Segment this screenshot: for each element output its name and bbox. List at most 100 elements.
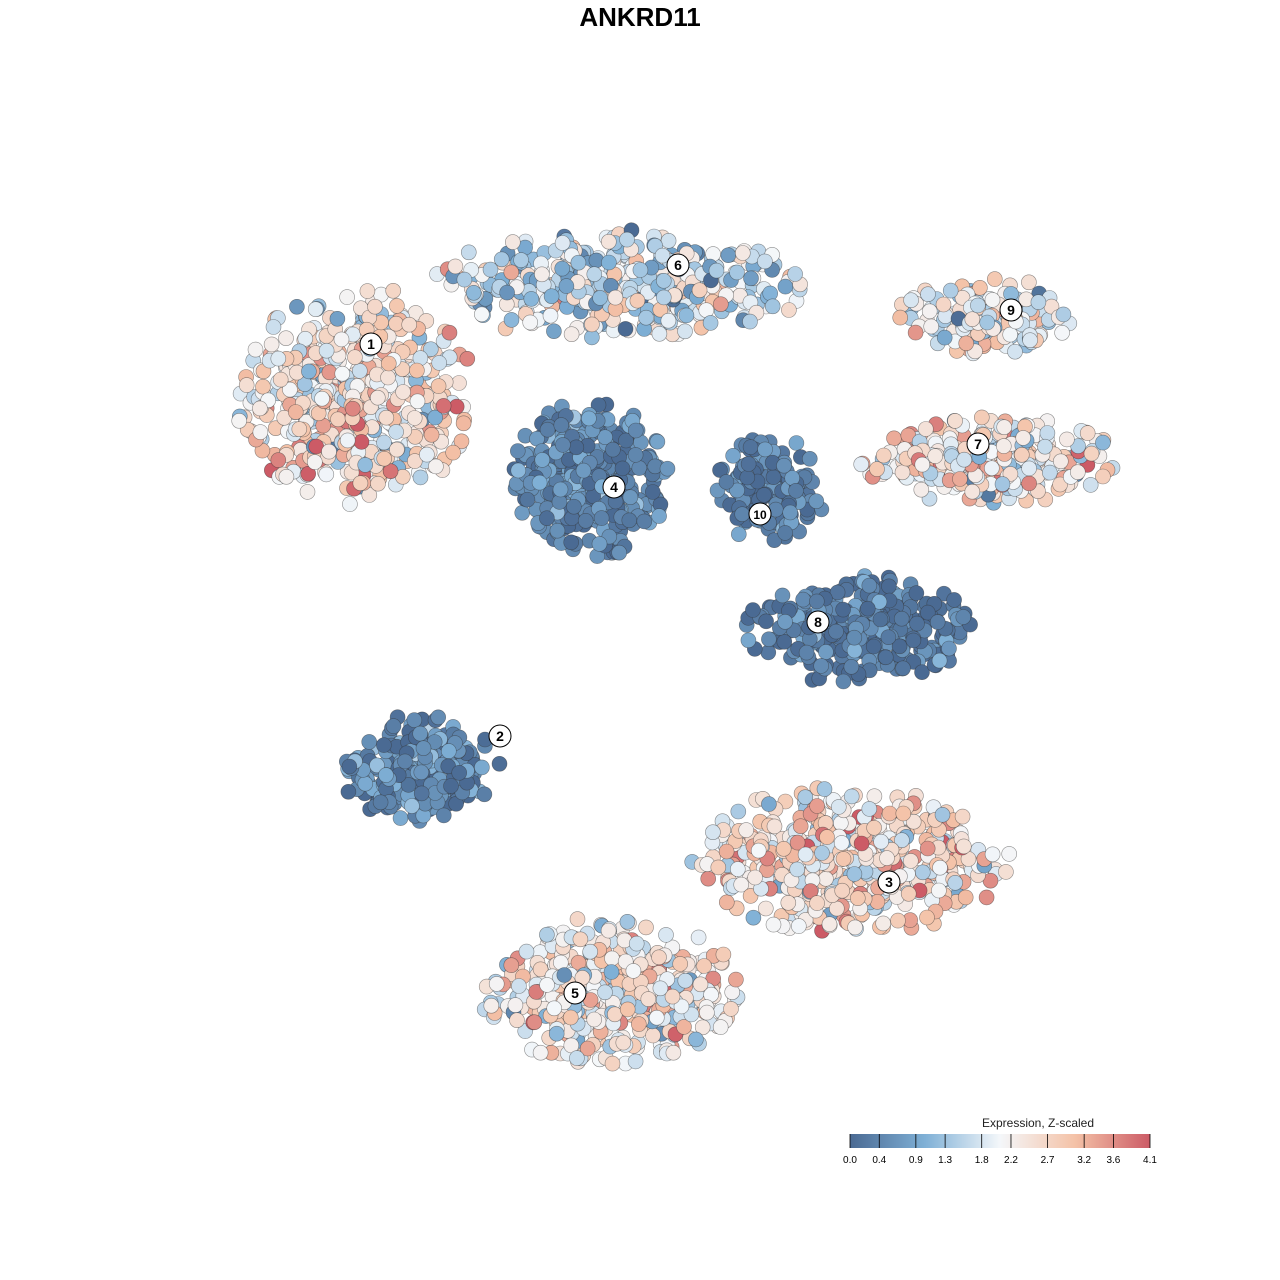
scatter-point <box>619 1001 636 1018</box>
scatter-point <box>660 233 677 249</box>
scatter-point <box>750 842 767 859</box>
scatter-point <box>1037 438 1053 455</box>
scatter-point <box>344 400 361 417</box>
scatter-point <box>440 743 457 759</box>
scatter-point <box>611 544 628 561</box>
scatter-point <box>539 977 555 993</box>
scatter-point <box>314 390 330 407</box>
scatter-point <box>923 318 940 335</box>
scatter-point <box>627 447 644 463</box>
scatter-point <box>306 454 323 470</box>
chart-title: ANKRD11 <box>579 2 701 32</box>
scatter-point <box>861 577 878 594</box>
scatter-point <box>318 466 335 483</box>
scatter-point <box>412 469 429 486</box>
scatter-point <box>347 349 363 366</box>
scatter-point <box>774 587 791 604</box>
scatter-point <box>869 894 886 910</box>
scatter-point <box>359 283 376 299</box>
legend-title: Expression, Z-scaled <box>981 1116 1095 1130</box>
scatter-point <box>531 474 548 491</box>
scatter-point <box>1042 464 1058 481</box>
scatter-point <box>372 794 389 811</box>
cluster-label: 4 <box>610 479 618 495</box>
scatter-point <box>798 644 815 661</box>
scatter-point <box>581 410 597 427</box>
scatter-point <box>636 513 653 530</box>
scatter-point <box>441 324 458 341</box>
scatter-point <box>413 785 430 802</box>
scatter-point <box>690 929 707 946</box>
scatter-point <box>491 755 508 772</box>
scatter-point <box>451 764 468 781</box>
scatter-point <box>775 840 792 857</box>
scatter-point <box>376 737 392 753</box>
scatter-point <box>597 429 613 446</box>
scatter-point <box>872 611 889 628</box>
scatter-point <box>740 456 757 472</box>
scatter-point <box>389 441 405 458</box>
cluster-label: 5 <box>571 985 579 1001</box>
scatter-point <box>869 461 885 477</box>
scatter-point <box>979 314 996 331</box>
scatter-point <box>584 316 600 333</box>
scatter-point <box>566 498 582 515</box>
scatter-point <box>920 286 936 303</box>
scatter-point <box>526 1014 543 1031</box>
scatter-point <box>553 417 570 433</box>
scatter-point <box>510 462 527 479</box>
scatter-point <box>780 894 797 911</box>
scatter-point <box>745 602 761 618</box>
scatter-point <box>619 913 636 930</box>
scatter-point <box>476 786 493 803</box>
scatter-point <box>984 292 1001 308</box>
scatter-point <box>380 355 397 372</box>
scatter-point <box>742 313 758 330</box>
scatter-point <box>493 251 510 268</box>
scatter-point <box>539 926 555 943</box>
scatter-point <box>832 815 849 831</box>
scatter-point <box>397 753 413 770</box>
scatter-point <box>357 775 374 792</box>
scatter-point <box>548 1025 565 1042</box>
scatter-point <box>388 424 404 440</box>
scatter-point <box>473 306 490 323</box>
scatter-point <box>289 298 305 315</box>
scatter-point <box>378 767 394 783</box>
scatter-point <box>905 813 922 830</box>
scatter-point <box>453 433 470 450</box>
scatter-point <box>300 465 317 482</box>
scatter-point <box>973 409 990 426</box>
scatter-point <box>577 512 594 529</box>
scatter-point <box>448 398 465 415</box>
scatter-point <box>400 777 417 793</box>
scatter-point <box>406 453 423 469</box>
scatter-point <box>321 443 337 460</box>
scatter-point <box>575 462 592 479</box>
scatter-point <box>621 512 638 529</box>
scatter-point <box>318 342 335 359</box>
scatter-point <box>672 956 689 972</box>
scatter-point <box>818 644 834 660</box>
scatter-point <box>859 600 876 617</box>
legend-tick-label: 2.7 <box>1041 1155 1055 1166</box>
scatter-point <box>861 801 878 817</box>
scatter-point <box>986 271 1003 287</box>
scatter-point <box>419 446 435 463</box>
scatter-point <box>614 460 631 477</box>
legend-gradient-bar <box>850 1134 1150 1148</box>
scatter-point <box>1070 464 1086 481</box>
scatter-point <box>451 375 467 391</box>
scatter-point <box>351 363 368 379</box>
scatter-point <box>853 835 870 852</box>
cluster-label: 6 <box>674 257 682 273</box>
scatter-point <box>764 298 781 315</box>
scatter-point <box>563 326 580 343</box>
scatter-point <box>757 900 774 917</box>
scatter-point <box>278 468 295 485</box>
legend-tick-label: 3.6 <box>1106 1155 1120 1166</box>
scatter-point <box>789 834 806 851</box>
scatter-point <box>252 424 269 440</box>
scatter-point <box>514 504 531 521</box>
scatter-point <box>329 310 346 327</box>
